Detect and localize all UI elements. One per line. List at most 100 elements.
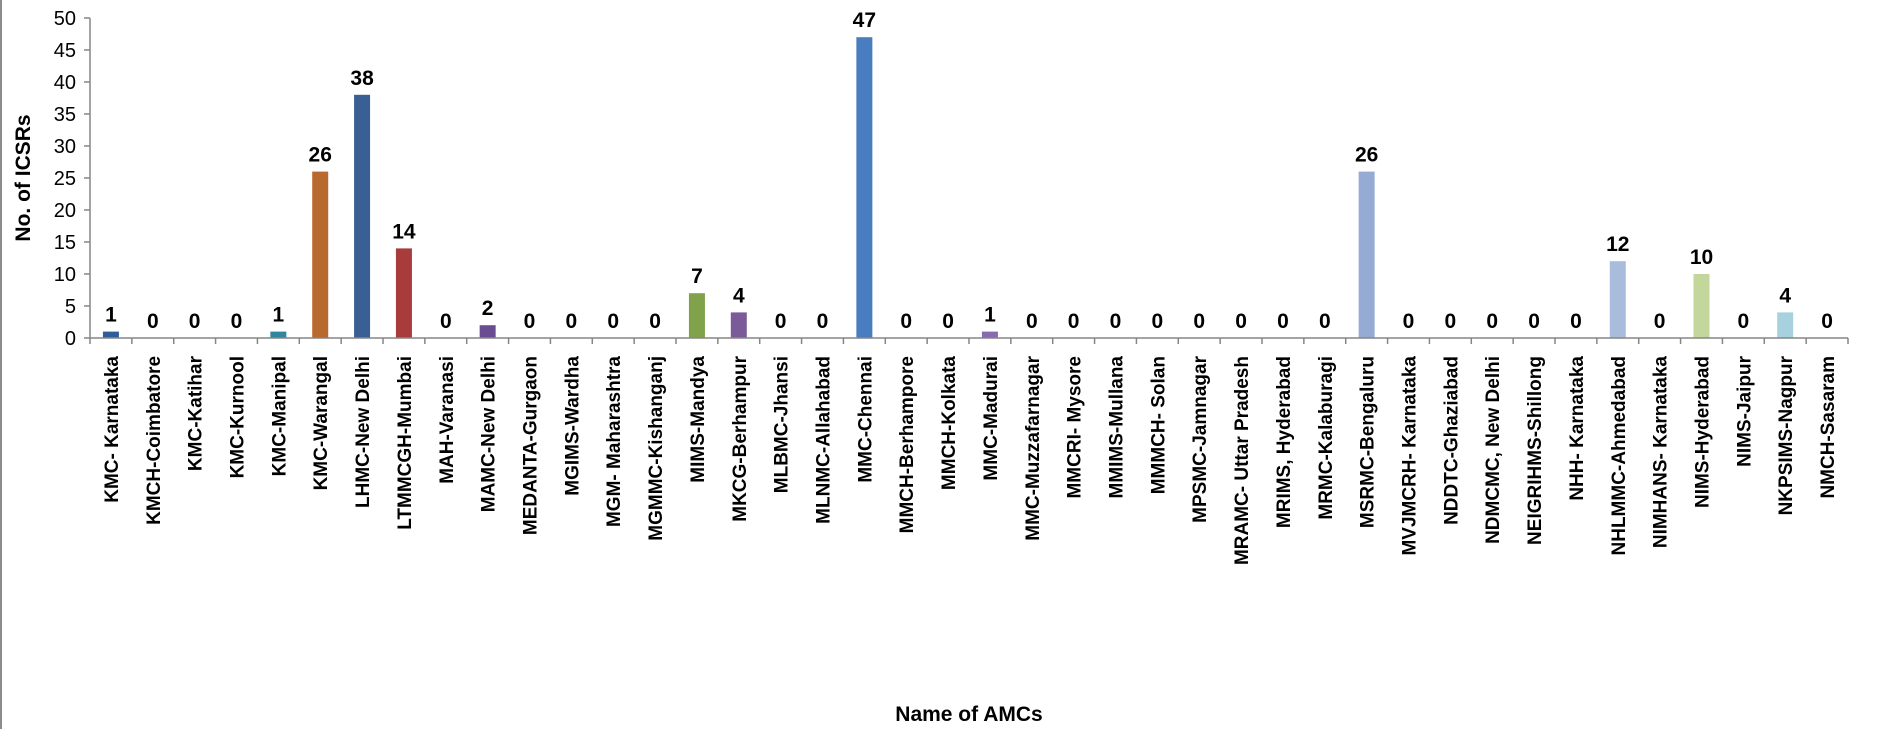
category-label: MAH-Varanasi [437, 356, 458, 484]
category-label: NIMS-Hyderabad [1693, 356, 1714, 508]
bar [1358, 171, 1375, 338]
data-label: 10 [1690, 246, 1713, 269]
y-tick-label: 5 [65, 296, 76, 318]
data-label: 7 [691, 265, 703, 288]
category-label: NHLMMC-Ahmedabad [1609, 356, 1630, 556]
category-label: NDDTC-Ghaziabad [1441, 356, 1462, 525]
bar [312, 171, 329, 338]
category-label: MLNMC-Allahabad [814, 356, 835, 524]
y-tick-label: 50 [54, 8, 76, 30]
y-tick-label: 25 [54, 168, 76, 190]
bar [856, 37, 873, 338]
category-label: MGM- Maharashtra [604, 356, 625, 527]
data-label: 0 [440, 310, 452, 333]
category-label: MGMMC-Kishanganj [646, 356, 667, 541]
data-label: 0 [1193, 310, 1205, 333]
category-label: MGIMS-Wardha [562, 356, 583, 496]
category-label: NKPSIMS-Nagpur [1776, 355, 1797, 515]
bar [1609, 261, 1626, 338]
left-frame-edge [0, 0, 2, 729]
category-label: NDMCMC, New Delhi [1483, 356, 1504, 544]
data-label: 0 [900, 310, 912, 333]
category-label: MRAMC- Uttar Pradesh [1232, 356, 1253, 565]
bar [981, 331, 998, 338]
data-label: 0 [1738, 310, 1750, 333]
data-label: 0 [1068, 310, 1080, 333]
category-label: MPSMC-Jamnagar [1190, 355, 1211, 522]
category-label: KMCH-Coimbatore [144, 356, 165, 525]
y-tick-label: 20 [54, 200, 76, 222]
category-label: MMMCH- Solan [1148, 356, 1169, 494]
category-label: NEIGRIHMS-Shillong [1525, 356, 1546, 545]
data-label: 4 [1779, 284, 1791, 307]
data-label: 0 [1319, 310, 1331, 333]
category-label: NMCH-Sasaram [1818, 356, 1839, 499]
data-label: 0 [524, 310, 536, 333]
category-label: MAMC-New Delhi [479, 356, 500, 512]
data-label: 38 [350, 67, 374, 90]
data-label: 0 [775, 310, 787, 333]
category-label: NIMHANS- Karnataka [1651, 356, 1672, 549]
data-label: 0 [1235, 310, 1247, 333]
category-label: NHH- Karnataka [1567, 356, 1588, 501]
category-label: KMC-Warangal [311, 356, 332, 490]
category-label: MVJMCRH- Karnataka [1400, 356, 1421, 556]
category-label: NIMS-Jaipur [1734, 355, 1755, 466]
y-tick-label: 10 [54, 264, 76, 286]
category-label: MMCRI- Mysore [1065, 356, 1086, 499]
x-axis-title: Name of AMCs [895, 703, 1042, 726]
y-tick-label: 40 [54, 72, 76, 94]
bar [730, 312, 747, 338]
data-label: 0 [566, 310, 578, 333]
category-label: MMC-Muzzafarnagar [1023, 355, 1044, 540]
bar [102, 331, 119, 338]
data-label: 0 [1486, 310, 1498, 333]
category-label: MMC-Madurai [981, 356, 1002, 481]
category-label: MEDANTA-Gurgaon [521, 356, 542, 535]
data-label: 0 [1570, 310, 1582, 333]
category-label: MMCH-Berhampore [897, 356, 918, 533]
category-label: KMC-Katihar [186, 355, 207, 471]
data-label: 0 [1654, 310, 1666, 333]
category-label: KMC- Karnataka [102, 356, 123, 503]
data-label: 0 [1026, 310, 1038, 333]
bar [479, 325, 496, 338]
bar [1777, 312, 1794, 338]
data-label: 0 [1821, 310, 1833, 333]
category-label: LTMMCGH-Mumbai [395, 356, 416, 530]
data-label: 0 [231, 310, 243, 333]
y-tick-label: 35 [54, 104, 76, 126]
category-label: MMCH-Kolkata [939, 356, 960, 490]
data-label: 2 [482, 297, 494, 320]
data-label: 0 [817, 310, 829, 333]
data-label: 0 [147, 310, 159, 333]
data-label: 4 [733, 284, 745, 307]
bars [89, 37, 1849, 344]
category-label: MKCG-Berhampur [730, 355, 751, 521]
bar [354, 94, 371, 338]
data-label: 0 [1445, 310, 1457, 333]
data-label: 47 [853, 9, 876, 32]
data-label: 0 [1152, 310, 1164, 333]
category-label: MMIMS-Mullana [1107, 356, 1128, 499]
data-label: 0 [1528, 310, 1540, 333]
data-label: 0 [1403, 310, 1415, 333]
data-label: 0 [942, 310, 954, 333]
data-label: 1 [273, 304, 285, 327]
category-label: MIMS-Mandya [688, 356, 709, 483]
y-axis-title: No. of ICSRs [12, 114, 35, 241]
category-label: MLBMC-Jhansi [772, 356, 793, 493]
y-axis-ticks: 0 5 10 15 20 25 30 35 40 45 50 [54, 8, 90, 350]
category-label: MRMC-Kalaburagi [1316, 356, 1337, 520]
category-label: KMC-Kurnool [228, 356, 249, 478]
category-label: MRIMS, Hyderabad [1274, 356, 1295, 528]
category-label: LHMC-New Delhi [353, 356, 374, 508]
data-label: 0 [1110, 310, 1122, 333]
bar [395, 248, 412, 338]
data-label: 0 [189, 310, 201, 333]
category-label: KMC-Manipal [269, 356, 290, 476]
bar [688, 293, 705, 338]
data-label: 0 [649, 310, 661, 333]
